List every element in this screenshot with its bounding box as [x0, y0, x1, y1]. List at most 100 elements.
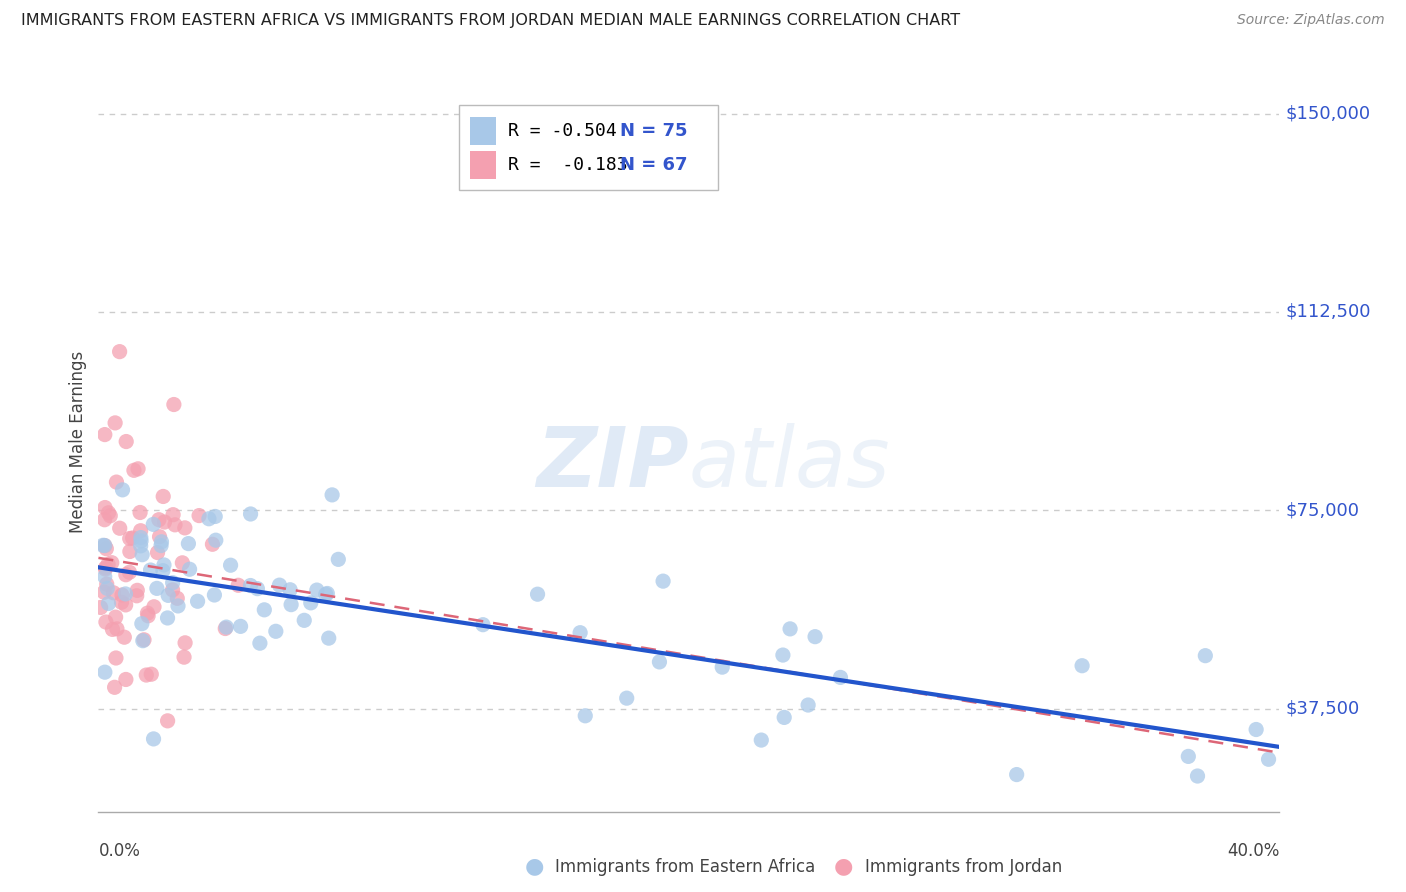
Point — [105, 475, 128, 489]
Point — [93, 539, 115, 553]
Point — [148, 530, 170, 544]
Point — [104, 681, 127, 695]
Point — [173, 521, 195, 535]
Point — [772, 648, 794, 662]
Point — [328, 552, 350, 566]
Point — [163, 517, 186, 532]
Text: 40.0%: 40.0% — [1227, 842, 1279, 860]
Point — [804, 630, 827, 644]
Point — [204, 533, 226, 548]
Point — [321, 488, 343, 502]
Point — [146, 582, 169, 596]
Point — [104, 651, 127, 665]
Point — [246, 582, 269, 596]
Point — [150, 539, 173, 553]
Bar — [471, 117, 496, 145]
Point — [198, 512, 221, 526]
Point — [121, 531, 143, 545]
Point — [315, 587, 337, 601]
Text: ●: ● — [834, 856, 853, 876]
Point — [118, 532, 141, 546]
Point — [249, 636, 271, 650]
Point — [648, 655, 671, 669]
Point — [115, 567, 138, 582]
Point — [108, 521, 131, 535]
Text: 0.0%: 0.0% — [98, 842, 141, 860]
Point — [153, 515, 176, 529]
Point — [91, 538, 114, 552]
Point — [135, 668, 157, 682]
Point — [830, 670, 852, 684]
Point — [110, 595, 132, 609]
Point — [118, 566, 141, 580]
Point — [118, 544, 141, 558]
Point — [1177, 749, 1199, 764]
Point — [96, 582, 118, 596]
Point — [132, 633, 155, 648]
Point — [156, 611, 179, 625]
Point — [167, 599, 190, 613]
Text: atlas: atlas — [689, 423, 890, 504]
Point — [141, 667, 163, 681]
Point — [142, 517, 165, 532]
Point — [94, 560, 117, 574]
Point — [115, 673, 138, 687]
Point — [129, 533, 152, 548]
Point — [105, 622, 128, 636]
FancyBboxPatch shape — [458, 104, 718, 190]
Text: IMMIGRANTS FROM EASTERN AFRICA VS IMMIGRANTS FROM JORDAN MEDIAN MALE EARNINGS CO: IMMIGRANTS FROM EASTERN AFRICA VS IMMIGR… — [21, 13, 960, 29]
Point — [100, 556, 122, 570]
Point — [166, 591, 188, 606]
Point — [305, 583, 328, 598]
Point — [471, 617, 494, 632]
Point — [162, 508, 184, 522]
Point — [111, 483, 134, 497]
Point — [226, 578, 249, 592]
Point — [125, 589, 148, 603]
Point — [115, 434, 138, 449]
Point — [292, 613, 315, 627]
Point — [96, 577, 118, 591]
Point — [1005, 767, 1028, 781]
Point — [94, 562, 117, 576]
Text: R = -0.504: R = -0.504 — [508, 121, 617, 139]
Point — [574, 708, 596, 723]
Point — [93, 569, 115, 583]
Point — [127, 583, 149, 598]
Text: N = 67: N = 67 — [620, 156, 688, 174]
Point — [202, 588, 225, 602]
Point — [93, 539, 115, 553]
Point — [172, 556, 194, 570]
Point — [219, 558, 242, 573]
Point — [188, 508, 211, 523]
Point — [162, 582, 184, 597]
Point — [749, 733, 772, 747]
Point — [112, 630, 135, 644]
Point — [152, 490, 174, 504]
Text: $75,000: $75,000 — [1285, 501, 1360, 519]
Point — [142, 731, 165, 746]
Point — [229, 619, 252, 633]
Point — [269, 578, 291, 592]
Point — [97, 558, 120, 572]
Point — [94, 665, 117, 680]
Point — [104, 610, 127, 624]
Point — [204, 509, 226, 524]
Point — [93, 513, 115, 527]
Y-axis label: Median Male Earnings: Median Male Earnings — [69, 351, 87, 533]
Point — [129, 539, 152, 553]
Point — [148, 513, 170, 527]
Text: N = 75: N = 75 — [620, 121, 688, 139]
Point — [98, 508, 121, 523]
Text: Immigrants from Jordan: Immigrants from Jordan — [865, 858, 1062, 876]
Point — [278, 582, 301, 597]
Point — [93, 585, 115, 599]
Point — [711, 660, 734, 674]
Point — [114, 598, 136, 612]
Point — [94, 500, 117, 515]
Point — [132, 632, 155, 647]
Point — [1244, 723, 1267, 737]
Text: ZIP: ZIP — [536, 423, 689, 504]
Point — [152, 564, 174, 578]
Text: $37,500: $37,500 — [1285, 699, 1360, 717]
